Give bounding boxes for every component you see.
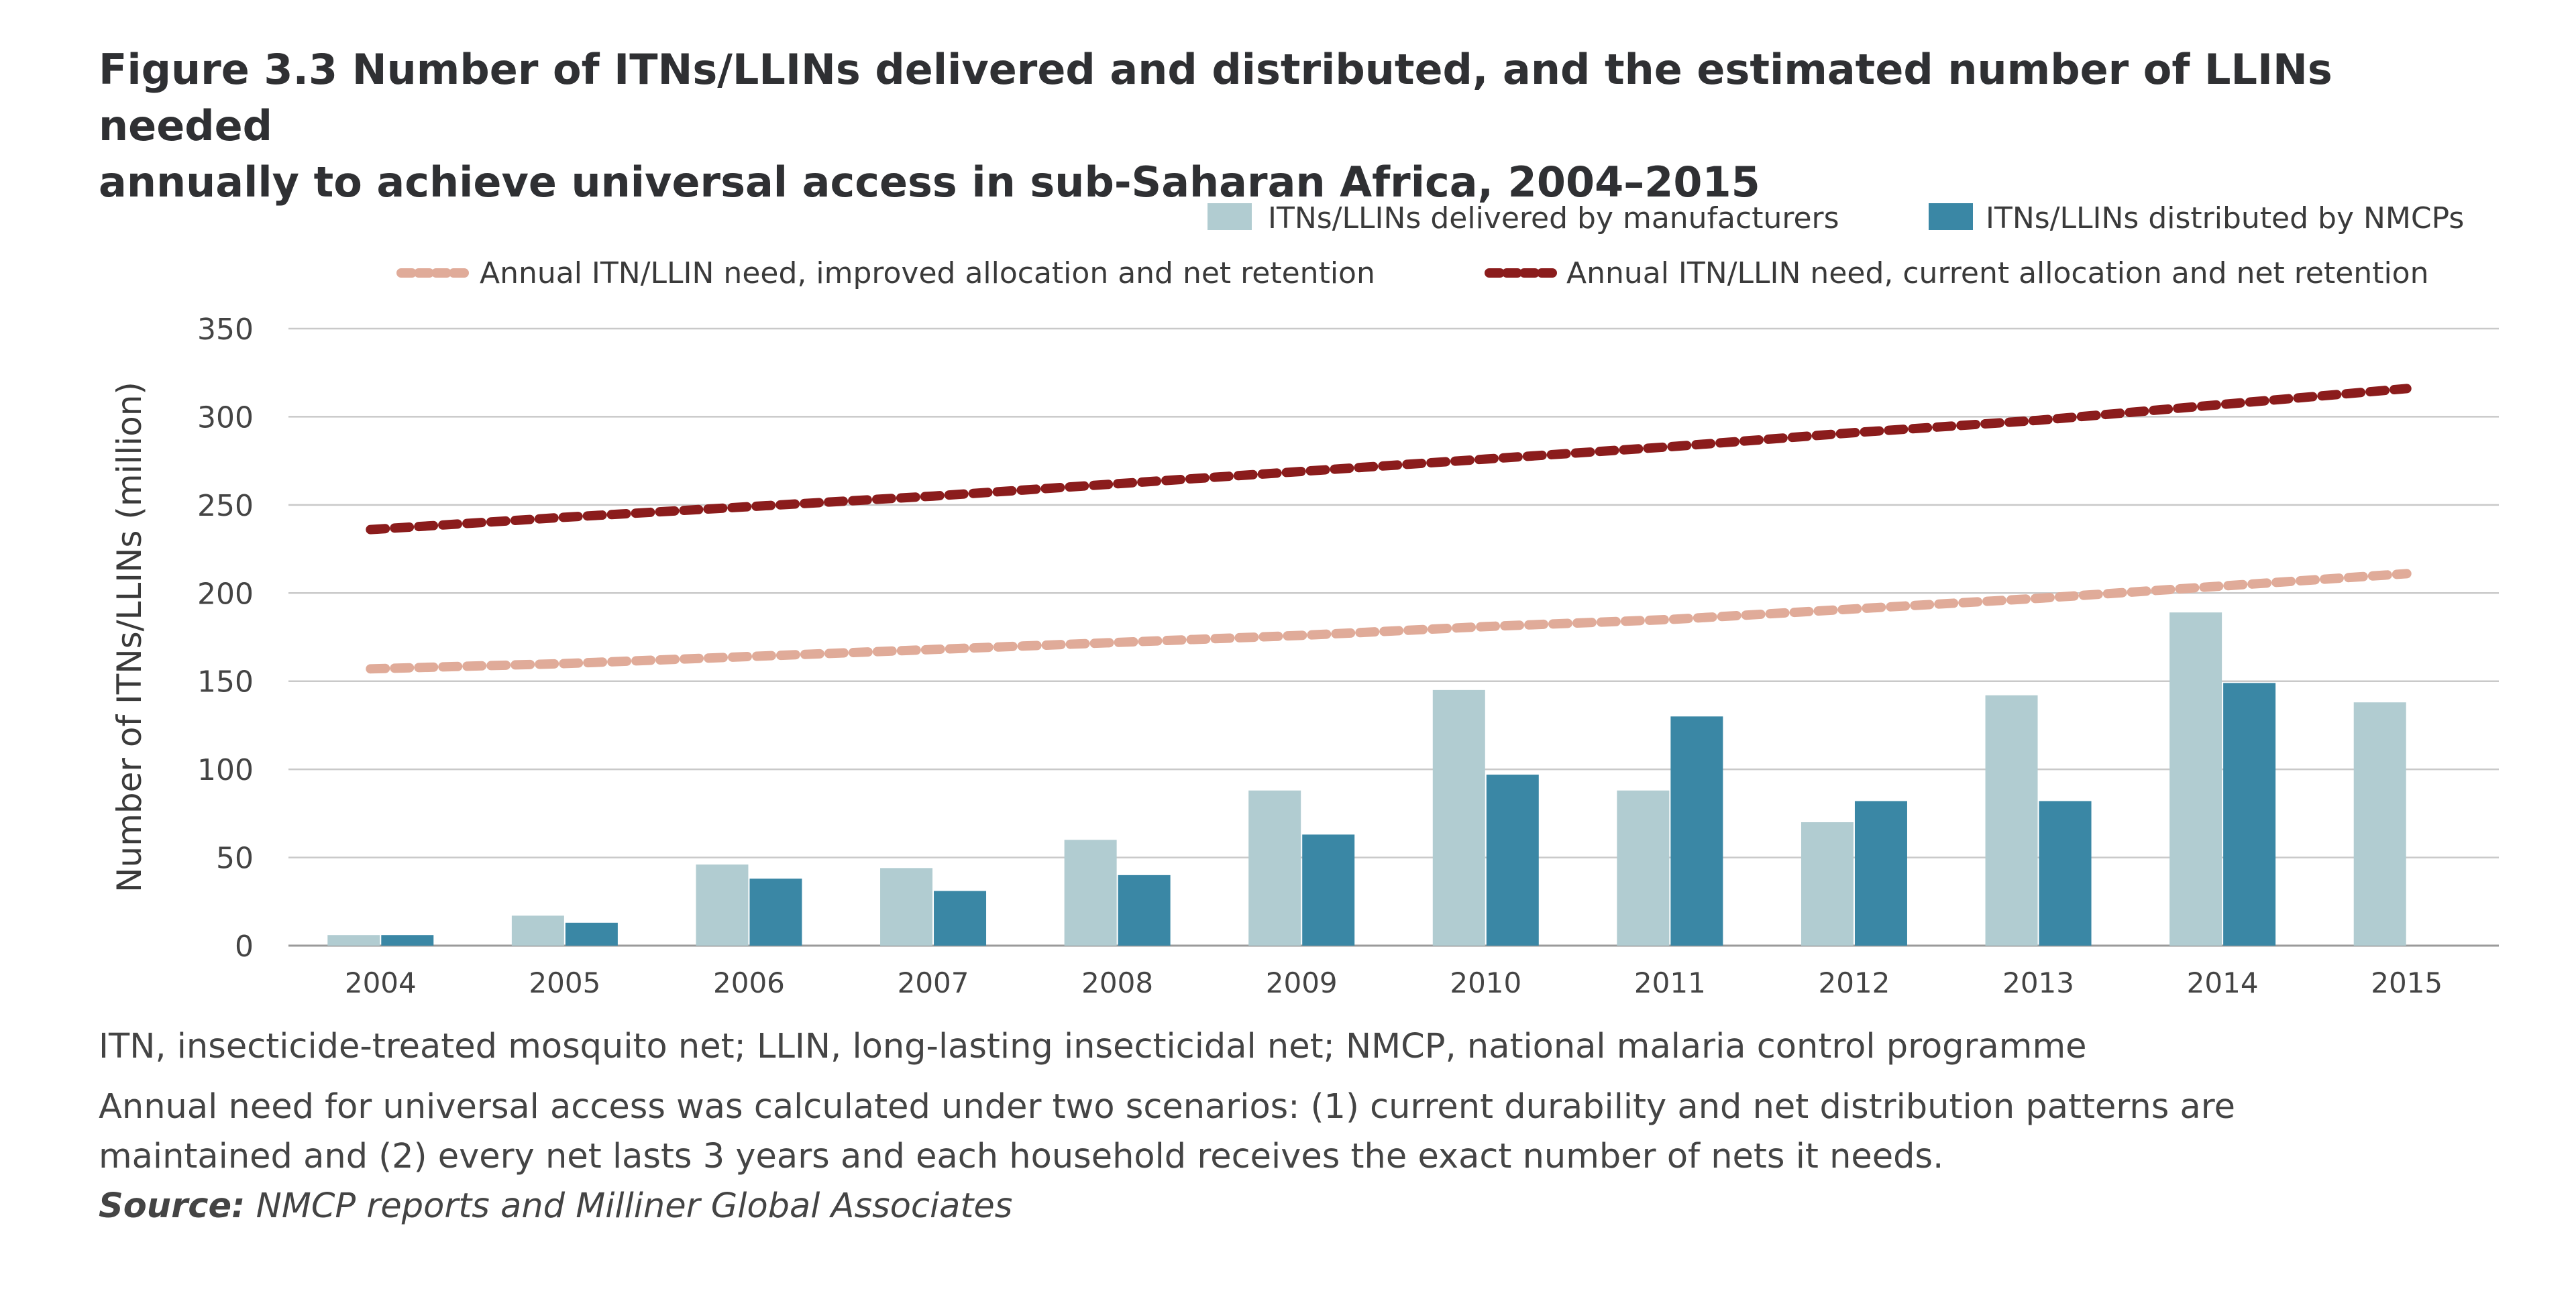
- x-tick-label: 2010: [1450, 966, 1521, 999]
- legend-label-distributed: ITNs/LLINs distributed by NMCPs: [1986, 201, 2464, 235]
- bar-delivered: [1801, 822, 1854, 946]
- abbreviations-note: ITN, insecticide-treated mosquito net; L…: [99, 1027, 2087, 1066]
- bar-distributed: [1670, 716, 1723, 946]
- y-tick-label: 300: [197, 400, 254, 435]
- figure-notes: ITN, insecticide-treated mosquito net; L…: [99, 1022, 2514, 1231]
- bar-distributed: [1118, 875, 1171, 946]
- legend-swatch-delivered: [1208, 203, 1252, 230]
- y-tick-label: 250: [197, 489, 254, 523]
- legend-swatch-distributed: [1929, 203, 1973, 230]
- x-tick-label: 2013: [2002, 966, 2074, 999]
- x-tick-label: 2004: [345, 966, 417, 999]
- line-need-improved: [366, 569, 2412, 674]
- method-note-line-1: Annual need for universal access was cal…: [99, 1087, 2236, 1127]
- y-axis-label: Number of ITNs/LLINs (million): [110, 382, 149, 893]
- bar-distributed: [1302, 834, 1355, 946]
- bar-delivered: [2169, 612, 2222, 946]
- y-tick-label: 0: [235, 930, 254, 964]
- y-tick-label: 350: [197, 313, 254, 347]
- bar-distributed: [1486, 775, 1539, 946]
- bar-delivered: [1432, 689, 1485, 946]
- x-tick-label: 2009: [1266, 966, 1338, 999]
- x-tick-label: 2005: [529, 966, 600, 999]
- bar-delivered: [2353, 702, 2406, 946]
- source-text: NMCP reports and Milliner Global Associa…: [256, 1186, 1013, 1226]
- bar-distributed: [2223, 683, 2276, 946]
- bar-distributed: [749, 879, 802, 946]
- bar-delivered: [1064, 840, 1117, 946]
- x-tick-label: 2012: [1819, 966, 1890, 999]
- source-note: Source: NMCP reports and Milliner Global…: [99, 1182, 2514, 1231]
- bar-delivered: [1248, 790, 1301, 946]
- x-tick-label: 2007: [898, 966, 969, 999]
- legend-label-current: Annual ITN/LLIN need, current allocation…: [1566, 256, 2428, 290]
- bar-delivered: [511, 915, 564, 946]
- x-tick-label: 2011: [1634, 966, 1706, 999]
- bar-distributed: [1854, 801, 1907, 946]
- x-tick-label: 2008: [1081, 966, 1153, 999]
- legend-label-improved: Annual ITN/LLIN need, improved allocatio…: [480, 256, 1375, 290]
- x-tick-label: 2015: [2371, 966, 2443, 999]
- bar-delivered: [327, 935, 380, 946]
- bar-distributed: [565, 922, 618, 946]
- bar-delivered: [696, 864, 749, 946]
- bar-distributed: [381, 935, 434, 946]
- figure-title: Figure 3.3 Number of ITNs/LLINs delivere…: [99, 42, 2514, 211]
- x-tick-label: 2006: [713, 966, 785, 999]
- bar-line-chart: 0 50 100 150 200 250 300 350 Number of ITNs/LLIN…: [110, 201, 2499, 999]
- y-tick-label: 150: [197, 665, 254, 699]
- source-label: Source:: [99, 1186, 246, 1226]
- y-tick-label: 100: [197, 753, 254, 787]
- x-tick-label: 2014: [2187, 966, 2259, 999]
- method-note-line-2: maintained and (2) every net lasts 3 yea…: [99, 1137, 1944, 1176]
- bar-delivered: [1985, 695, 2038, 946]
- figure-title-line-2: annually to achieve universal access in …: [99, 158, 1760, 207]
- bar-distributed: [934, 891, 987, 946]
- figure-title-line-1: Figure 3.3 Number of ITNs/LLINs delivere…: [99, 45, 2332, 150]
- legend-label-delivered: ITNs/LLINs delivered by manufacturers: [1268, 201, 1839, 235]
- bar-delivered: [1617, 790, 1670, 946]
- bar-distributed: [2039, 801, 2092, 946]
- y-tick-label: 50: [216, 842, 254, 876]
- bar-delivered: [880, 868, 933, 946]
- line-need-current: [366, 384, 2412, 535]
- y-tick-label: 200: [197, 577, 254, 611]
